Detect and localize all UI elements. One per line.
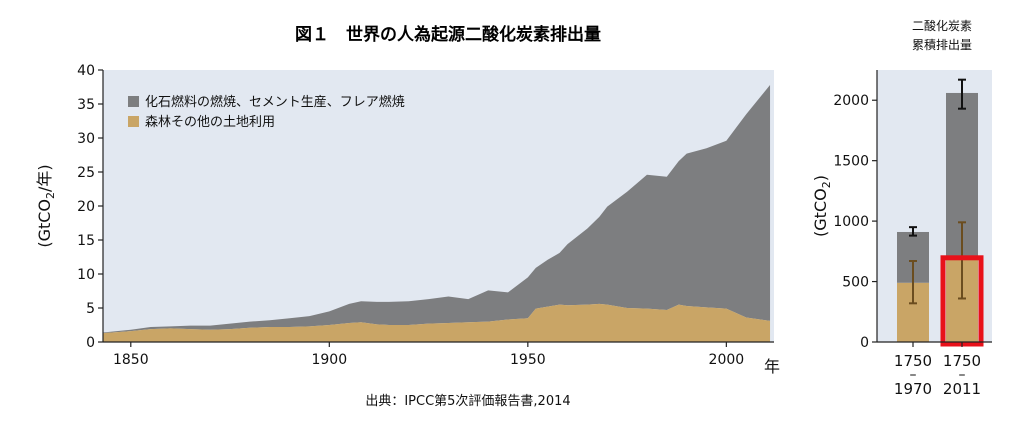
cumulative-y-tick-label: 0 bbox=[860, 335, 869, 351]
main-y-tick-label: 5 bbox=[86, 301, 95, 317]
legend-label-land: 森林その他の土地利用 bbox=[145, 115, 275, 130]
main-chart-title: 図１ 世界の人為起源二酸化炭素排出量 bbox=[295, 24, 601, 45]
main-x-tick-label: 2000 bbox=[709, 352, 745, 368]
main-x-tick-label: 1850 bbox=[113, 352, 149, 368]
cumulative-category-start: 1750 bbox=[894, 352, 932, 370]
main-y-tick-label: 35 bbox=[77, 97, 95, 113]
cumulative-bars bbox=[897, 78, 984, 347]
cumulative-y-tick-label: 2000 bbox=[833, 93, 869, 109]
cumulative-y-tick-label: 1000 bbox=[833, 214, 869, 230]
cumulative-category-end: 1970 bbox=[894, 380, 932, 398]
cumulative-category-dash: – bbox=[910, 367, 917, 383]
cumulative-title-line-1: 二酸化炭素 bbox=[912, 18, 972, 33]
main-x-axis-label: 年 bbox=[764, 357, 780, 376]
main-area-series bbox=[103, 84, 771, 342]
cumulative-y-axis-label: (GtCO2) bbox=[811, 175, 833, 237]
legend-swatch-fossil bbox=[128, 96, 139, 107]
main-y-tick-label: 0 bbox=[86, 335, 95, 351]
cumulative-category-start: 1750 bbox=[943, 352, 981, 370]
main-y-tick-label: 40 bbox=[77, 63, 95, 79]
legend-swatch-land bbox=[128, 116, 139, 127]
cumulative-y-tick-label: 1500 bbox=[833, 154, 869, 170]
cumulative-title-line-2: 累積排出量 bbox=[912, 37, 972, 52]
main-y-tick-label: 25 bbox=[77, 165, 95, 181]
main-y-tick-label: 30 bbox=[77, 131, 95, 147]
fossil-fuel-area bbox=[103, 84, 771, 334]
source-note: 出典：IPCC第5次評価報告書,2014 bbox=[365, 393, 570, 409]
main-y-tick-label: 15 bbox=[77, 233, 95, 249]
main-axes: 0 5 10 15 20 25 30 35 40 1850 1900 1950 2000 bbox=[77, 63, 774, 368]
main-x-tick-label: 1950 bbox=[510, 352, 546, 368]
legend-label-fossil: 化石燃料の燃焼、セメント生産、フレア燃焼 bbox=[145, 94, 405, 110]
cumulative-category-end: 2011 bbox=[943, 380, 981, 398]
main-y-tick-label: 10 bbox=[77, 267, 95, 283]
cumulative-category-dash: – bbox=[959, 367, 966, 383]
main-y-axis-label: (GtCO2/年) bbox=[35, 164, 57, 247]
cumulative-y-tick-label: 500 bbox=[842, 275, 869, 291]
main-y-tick-label: 20 bbox=[77, 199, 95, 215]
land-use-area bbox=[103, 303, 771, 342]
main-x-tick-label: 1900 bbox=[311, 352, 347, 368]
